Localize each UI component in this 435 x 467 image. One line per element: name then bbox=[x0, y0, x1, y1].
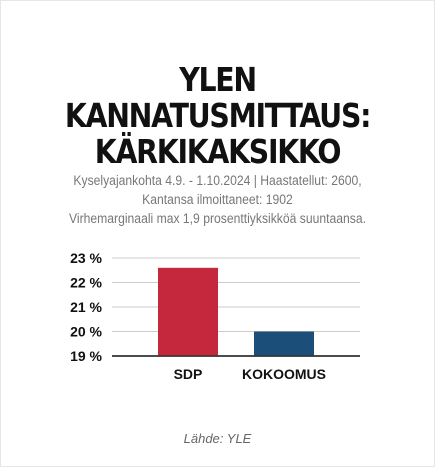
chart-subtitle: Kyselyajankohta 4.9. - 1.10.2024 | Haast… bbox=[22, 171, 414, 228]
y-tick-label: 20 % bbox=[70, 324, 102, 340]
subtitle-line-3: Virhemarginaali max 1,9 prosenttiyksikkö… bbox=[69, 211, 366, 226]
x-category-label: SDP bbox=[174, 366, 203, 382]
y-tick-label: 19 % bbox=[70, 348, 102, 364]
source-note: Lähde: YLE bbox=[183, 431, 252, 446]
chart-title: YLEN KANNATUSMITTAUS: KÄRKIKAKSIKKO bbox=[30, 62, 404, 170]
y-tick-label: 22 % bbox=[70, 275, 102, 291]
bar-kokoomus bbox=[254, 331, 314, 356]
y-tick-label: 23 % bbox=[70, 250, 102, 266]
bar-sdp bbox=[158, 267, 218, 356]
bar-chart: 19 % 20 % 21 % 22 % 23 % SDP KOKOOMUS bbox=[70, 250, 360, 382]
subtitle-line-1: Kyselyajankohta 4.9. - 1.10.2024 | Haast… bbox=[73, 173, 362, 188]
subtitle-line-2: Kantansa ilmoittaneet: 1902 bbox=[142, 192, 293, 207]
title-line-1: YLEN KANNATUSMITTAUS: bbox=[64, 60, 372, 135]
title-line-2: KÄRKIKAKSIKKO bbox=[94, 132, 342, 171]
y-tick-label: 21 % bbox=[70, 299, 102, 315]
x-category-label: KOKOOMUS bbox=[242, 366, 326, 382]
